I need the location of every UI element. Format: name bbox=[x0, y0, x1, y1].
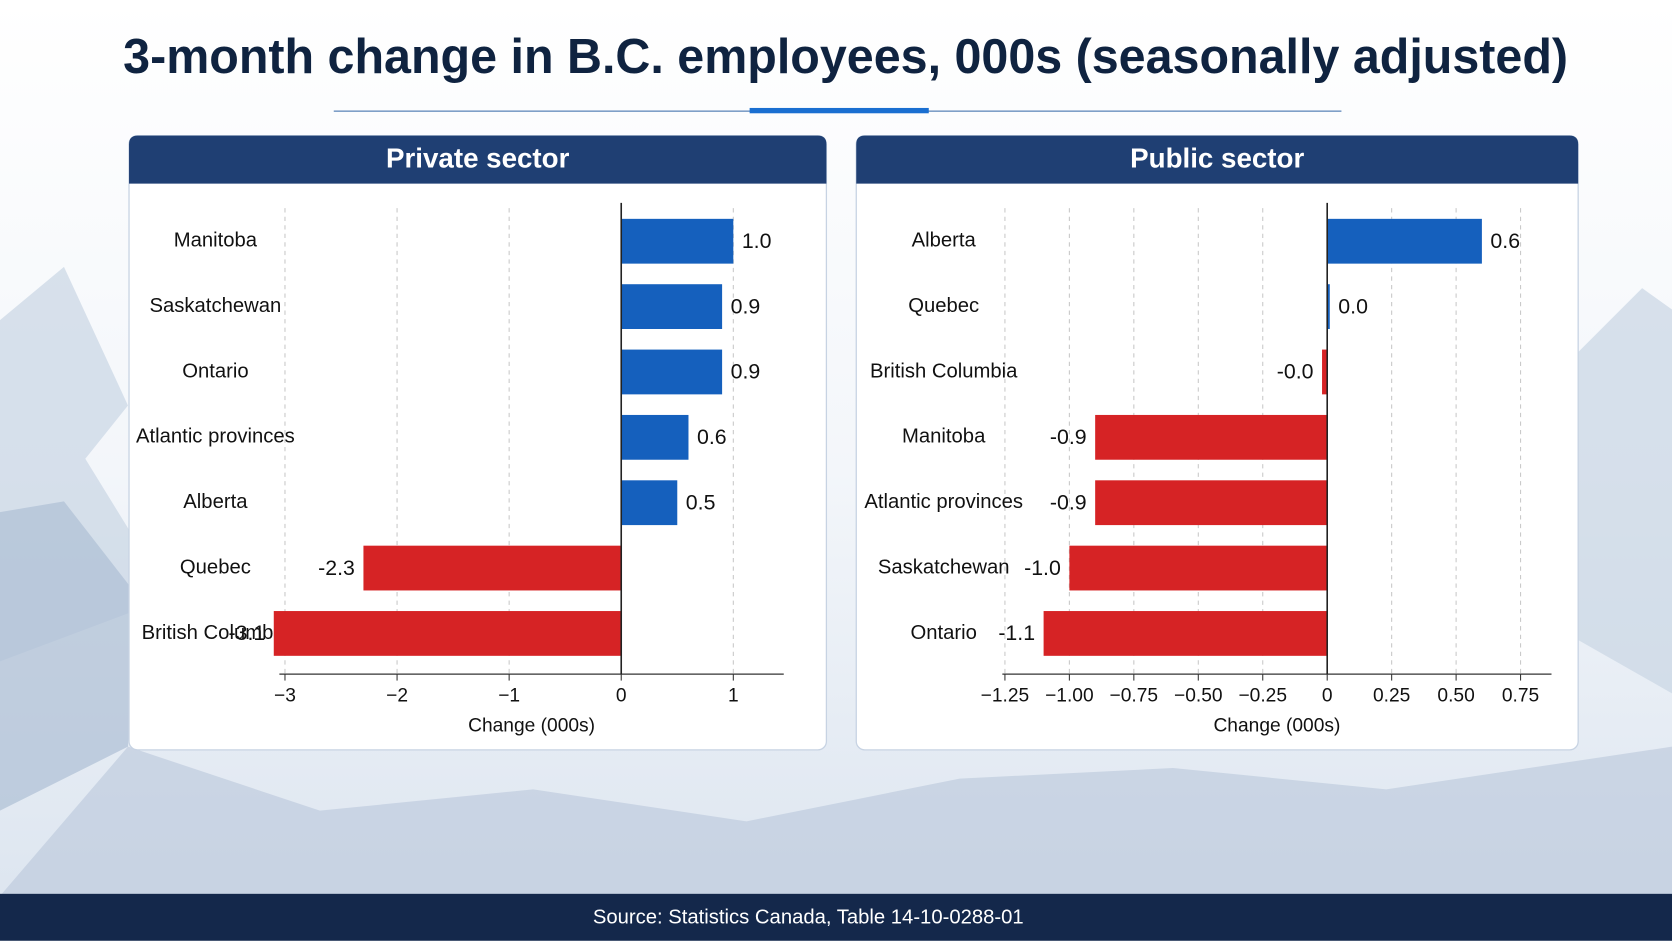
x-tick-label: −2 bbox=[386, 686, 408, 707]
value-label: 0.9 bbox=[731, 294, 761, 318]
x-tick-label: −0.50 bbox=[1174, 686, 1223, 707]
bar bbox=[273, 611, 622, 656]
bar bbox=[621, 480, 678, 526]
x-tick-label: −1.00 bbox=[1045, 686, 1094, 707]
bar bbox=[1069, 545, 1328, 591]
panel-header bbox=[856, 135, 1579, 184]
value-label: -0.9 bbox=[1050, 425, 1087, 449]
bar bbox=[621, 218, 734, 264]
category-label: Quebec bbox=[180, 556, 251, 578]
category-label: Quebec bbox=[908, 295, 979, 317]
x-tick-label: 0 bbox=[1322, 686, 1333, 707]
panel-title: Public sector bbox=[1130, 143, 1304, 174]
bar bbox=[1095, 480, 1328, 526]
bar bbox=[621, 349, 723, 395]
x-tick-label: 0.50 bbox=[1437, 686, 1474, 707]
value-label: 0.6 bbox=[697, 425, 727, 449]
panel-header bbox=[129, 135, 827, 184]
mountain bbox=[1578, 288, 1672, 694]
category-label: Ontario bbox=[182, 360, 248, 382]
category-label: Saskatchewan bbox=[150, 295, 282, 317]
x-tick-label: 0 bbox=[616, 686, 627, 707]
bar bbox=[1043, 611, 1328, 656]
value-label: 0.9 bbox=[731, 360, 761, 384]
category-label: British Columbia bbox=[142, 622, 290, 644]
x-tick-label: −0.75 bbox=[1110, 686, 1159, 707]
value-label: 0.6 bbox=[1490, 229, 1520, 253]
panel-title: Private sector bbox=[386, 143, 570, 174]
x-axis-label: Change (000s) bbox=[1213, 715, 1340, 736]
category-label: Manitoba bbox=[902, 426, 986, 448]
bar bbox=[621, 414, 689, 460]
category-label: Atlantic provinces bbox=[864, 491, 1023, 513]
value-label: -1.1 bbox=[998, 621, 1035, 645]
skyline bbox=[0, 746, 1672, 896]
bar bbox=[1322, 349, 1328, 395]
divider-accent bbox=[749, 107, 929, 114]
value-label: 0.5 bbox=[686, 490, 716, 514]
category-label: Manitoba bbox=[174, 230, 258, 252]
x-axis-label: Change (000s) bbox=[468, 715, 595, 736]
x-tick-label: 0.75 bbox=[1502, 686, 1539, 707]
value-label: -0.0 bbox=[1277, 360, 1314, 384]
value-label: -1.0 bbox=[1024, 556, 1061, 580]
value-label: -2.3 bbox=[318, 556, 355, 580]
bar bbox=[363, 545, 622, 591]
x-tick-label: −3 bbox=[274, 686, 296, 707]
bar bbox=[1095, 414, 1328, 460]
x-tick-label: 0.25 bbox=[1373, 686, 1410, 707]
category-label: Saskatchewan bbox=[878, 556, 1010, 578]
category-label: Alberta bbox=[912, 230, 977, 252]
bar bbox=[1327, 218, 1482, 264]
category-label: Atlantic provinces bbox=[136, 426, 295, 448]
bar bbox=[621, 284, 723, 329]
footer bbox=[0, 893, 1672, 941]
x-tick-label: −1.25 bbox=[981, 686, 1030, 707]
x-tick-label: −0.25 bbox=[1238, 686, 1287, 707]
category-label: Ontario bbox=[910, 622, 976, 644]
value-label: 1.0 bbox=[742, 229, 772, 253]
source: Source: Statistics Canada, Table 14-10-0… bbox=[593, 907, 1024, 929]
value-label: -0.9 bbox=[1050, 490, 1087, 514]
main-title: 3-month change in B.C. employees, 000s (… bbox=[123, 30, 1568, 84]
value-label: 0.0 bbox=[1338, 294, 1368, 318]
x-tick-label: 1 bbox=[728, 686, 739, 707]
mountain bbox=[0, 501, 139, 811]
category-label: British Columbia bbox=[870, 360, 1018, 382]
bar bbox=[1327, 284, 1330, 329]
value-label: -3.1 bbox=[229, 621, 266, 645]
category-label: Alberta bbox=[183, 491, 248, 513]
x-tick-label: −1 bbox=[498, 686, 520, 707]
